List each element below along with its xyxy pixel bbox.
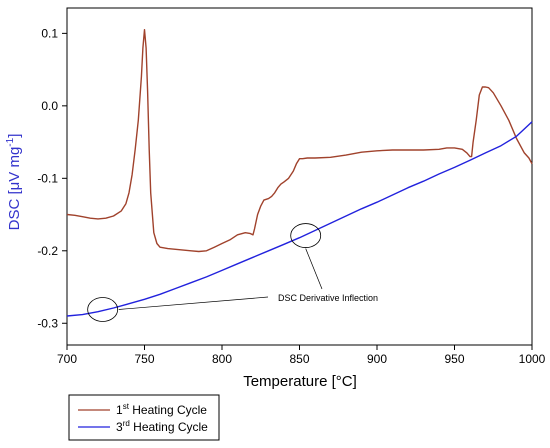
x-tick-label: 850 bbox=[289, 352, 309, 366]
annotation-circle-right bbox=[290, 223, 322, 248]
y-axis-title-tail: ] bbox=[6, 134, 23, 138]
y-axis-title-main: DSC [μV mg bbox=[6, 147, 23, 231]
x-tick-label: 900 bbox=[367, 352, 387, 366]
annotation-arrow-right bbox=[305, 248, 323, 290]
annotation-group: DSC Derivative Inflection bbox=[87, 223, 378, 322]
annotation-arrow-left bbox=[118, 296, 269, 310]
annotation-label: DSC Derivative Inflection bbox=[278, 293, 378, 303]
series-line-1st-heating-cycle bbox=[66, 29, 533, 253]
annotation-circle-left bbox=[87, 297, 119, 322]
x-tick-label: 1000 bbox=[519, 352, 546, 366]
x-tick-label: 700 bbox=[57, 352, 77, 366]
y-tick-label: 0.1 bbox=[41, 26, 58, 40]
x-axis-title: Temperature [°C] bbox=[243, 373, 357, 390]
x-axis-ticks: 700 750 800 850 900 950 1000 bbox=[57, 345, 546, 366]
y-axis-ticks: -0.3 -0.2 -0.1 0.0 0.1 bbox=[37, 26, 67, 330]
x-tick-label: 750 bbox=[134, 352, 154, 366]
legend: 1st Heating Cycle 3rd Heating Cycle bbox=[68, 394, 220, 441]
legend-3rd-sup: rd bbox=[123, 419, 130, 428]
legend-1st-main: 1 bbox=[116, 403, 123, 417]
y-tick-label: -0.3 bbox=[37, 316, 58, 330]
legend-label-3rd-cycle: 3rd Heating Cycle bbox=[116, 419, 208, 434]
y-axis-title: DSC [μV mg-1] bbox=[5, 134, 23, 231]
legend-label-1st-cycle: 1st Heating Cycle bbox=[116, 402, 207, 417]
y-axis-title-sup: -1 bbox=[5, 137, 16, 146]
series-line-3rd-heating-cycle bbox=[66, 121, 533, 317]
legend-1st-sup: st bbox=[123, 402, 130, 411]
series-lines bbox=[66, 29, 533, 317]
y-tick-label: -0.2 bbox=[37, 244, 58, 258]
legend-box bbox=[68, 394, 220, 441]
y-tick-label: -0.1 bbox=[37, 171, 58, 185]
legend-3rd-tail: Heating Cycle bbox=[130, 420, 208, 434]
legend-3rd-main: 3 bbox=[116, 420, 123, 434]
legend-1st-tail: Heating Cycle bbox=[129, 403, 207, 417]
x-tick-label: 950 bbox=[444, 352, 464, 366]
x-tick-label: 800 bbox=[212, 352, 232, 366]
y-tick-label: 0.0 bbox=[41, 99, 58, 113]
